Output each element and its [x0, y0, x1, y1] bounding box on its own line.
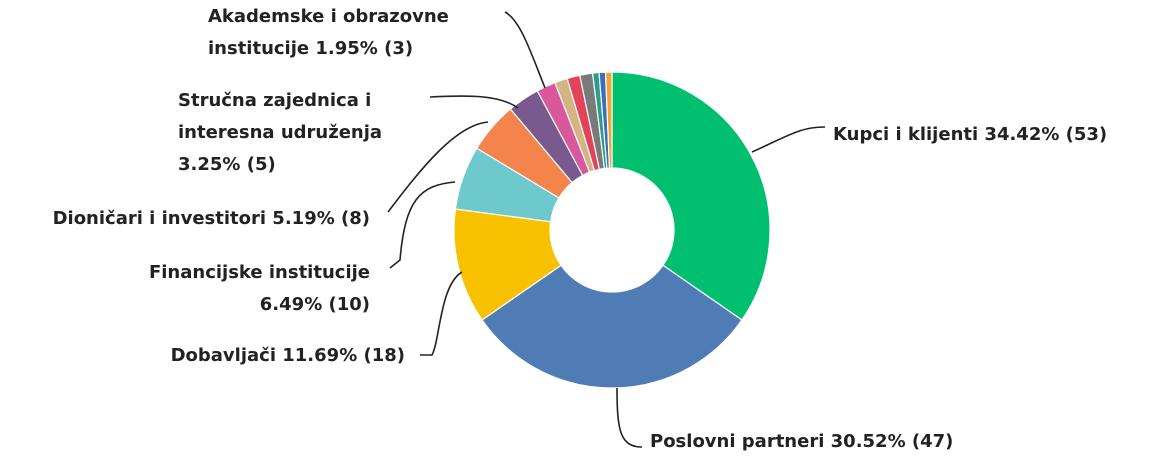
- donut-slice: [611, 71, 771, 321]
- leader-line: [429, 95, 519, 109]
- slice-label: Akademske i obrazovne institucije 1.95% (…: [208, 6, 449, 59]
- leader-line: [389, 181, 456, 269]
- slice-label-line: Poslovni partneri 30.52% (47): [650, 431, 953, 452]
- slice-label: Stručna zajednica i interesna udruženja 3.…: [178, 90, 382, 175]
- leader-line: [504, 11, 546, 89]
- slice-label-line: 6.49% (10): [260, 294, 370, 315]
- slice-label: Dobavljači 11.69% (18): [171, 345, 405, 366]
- slice-label-line: 3.25% (5): [178, 154, 276, 175]
- donut-slice: [481, 264, 743, 389]
- leader-line: [420, 271, 463, 356]
- slice-label: Kupci i klijenti 34.42% (53): [833, 124, 1107, 145]
- slice-label: Dioničari i investitori 5.19% (8): [53, 208, 370, 229]
- slice-label: Financijske institucije 6.49% (10): [149, 262, 370, 315]
- slice-label-line: Kupci i klijenti 34.42% (53): [833, 124, 1107, 145]
- leader-line: [616, 387, 643, 448]
- slice-label-line: institucije 1.95% (3): [208, 38, 413, 59]
- slice-label-line: interesna udruženja: [178, 122, 382, 143]
- donut-slice: [604, 71, 613, 169]
- slice-label-line: Financijske institucije: [149, 262, 370, 283]
- donut-slice: [453, 208, 562, 321]
- slice-label-line: Akademske i obrazovne: [208, 6, 449, 27]
- slice-label-line: Dioničari i investitori 5.19% (8): [53, 208, 370, 229]
- slice-label-line: Dobavljači 11.69% (18): [171, 345, 405, 366]
- leader-line: [387, 121, 489, 213]
- slice-label-line: Stručna zajednica i: [178, 90, 371, 111]
- leader-line: [751, 126, 826, 153]
- slice-label: Poslovni partneri 30.52% (47): [650, 431, 953, 452]
